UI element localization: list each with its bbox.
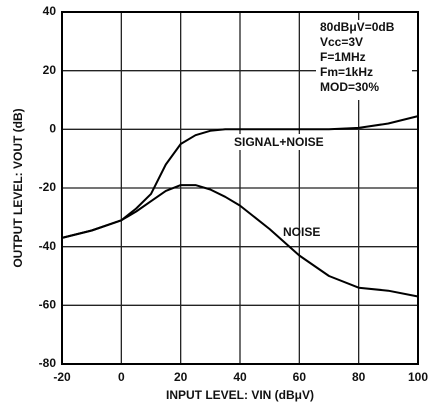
annotation: F=1MHz <box>320 50 366 64</box>
y-tick-label: -80 <box>39 356 57 370</box>
y-tick-label: -60 <box>39 298 57 312</box>
x-tick-label: 20 <box>174 370 188 384</box>
y-tick-label: -40 <box>39 239 57 253</box>
annotation: Fm=1kHz <box>320 65 373 79</box>
x-tick-label: 100 <box>408 370 428 384</box>
label-bg <box>232 134 336 150</box>
y-axis-label: OUTPUT LEVEL: VOUT (dB) <box>11 108 25 267</box>
annotation: MOD=30% <box>320 80 379 94</box>
x-tick-label: 60 <box>293 370 307 384</box>
annotation: Vcc=3V <box>320 35 363 49</box>
y-tick-label: 40 <box>43 4 57 18</box>
series-line <box>61 115 419 239</box>
y-tick-label: -20 <box>39 180 57 194</box>
annotation: 80dBμV=0dB <box>320 20 395 34</box>
x-tick-label: 40 <box>233 370 247 384</box>
x-tick-label: 0 <box>118 370 125 384</box>
series-label: NOISE <box>283 225 320 239</box>
y-tick-label: 20 <box>43 63 57 77</box>
x-axis-label: INPUT LEVEL: VIN (dBμV) <box>166 388 314 402</box>
annotation-bg <box>316 20 412 100</box>
y-tick-label: 0 <box>49 122 56 136</box>
x-tick-label: 80 <box>352 370 366 384</box>
x-tick-label: -20 <box>53 370 71 384</box>
series-label: SIGNAL+NOISE <box>234 135 324 149</box>
plot-frame <box>61 11 419 365</box>
series-line <box>61 184 419 298</box>
